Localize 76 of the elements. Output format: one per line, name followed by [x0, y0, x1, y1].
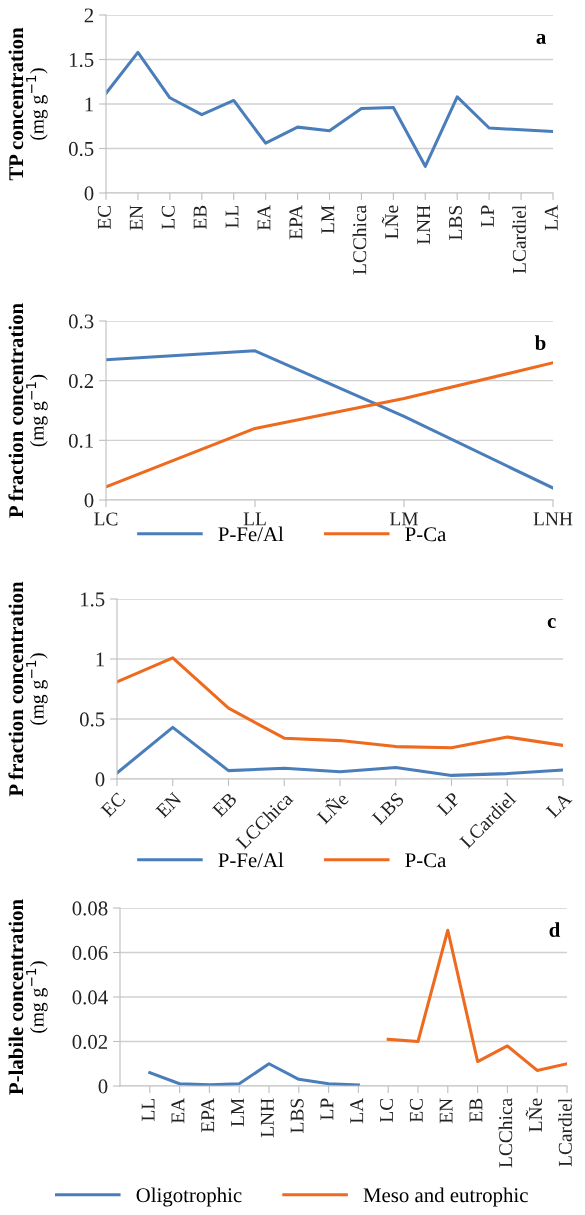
y-tick-label: 0.1: [68, 433, 93, 448]
x-tick-label: LCardiel: [558, 1098, 572, 1167]
x-tick-label: LCardiel: [512, 205, 526, 274]
y-axis-title: P-labile concentration (mg g$^{−1}$): [8, 899, 48, 1095]
y-tick-label: 0.04: [72, 990, 108, 1005]
annotation: c: [547, 618, 556, 629]
x-tick-label: LL: [225, 205, 239, 228]
y-tick-label: 0.2: [68, 374, 94, 389]
y-tick-label: 0.06: [72, 945, 108, 961]
x-tick-label: EA: [257, 204, 271, 231]
x-tick-label: LA: [544, 204, 558, 231]
y-tick-label: 0: [95, 772, 105, 787]
legend-label: Oligotrophic: [136, 1187, 242, 1207]
x-tick-label: LA: [350, 1097, 364, 1124]
y-tick-label: 0.5: [79, 712, 105, 727]
x-tick-label: LBS: [371, 792, 405, 826]
annotation: b: [534, 335, 546, 350]
x-tick-label: LL: [141, 1098, 155, 1121]
x-tick-label: LÑe: [525, 1098, 543, 1132]
x-tick-label: LP: [481, 205, 494, 227]
x-tick-label: LNH: [533, 512, 573, 526]
legend-label: Meso and eutrophic: [363, 1187, 528, 1207]
x-tick-label: EC: [409, 1098, 423, 1123]
y-tick-label: 0.02: [72, 1034, 108, 1050]
x-tick-label: EC: [100, 792, 126, 818]
x-tick-label: LC: [380, 1098, 394, 1123]
y-axis-title: P fraction concentration (mg g$^{−1}$): [8, 303, 48, 518]
y-tick-label: 0: [98, 1079, 108, 1094]
x-tick-label: LA: [545, 791, 573, 819]
x-tick-label: LM: [231, 1098, 244, 1127]
x-tick-label: LÑe: [381, 205, 399, 239]
x-tick-label: LC: [161, 205, 175, 230]
x-tick-label: EN: [439, 1098, 453, 1124]
x-tick-label: LCChica: [498, 1098, 513, 1168]
x-tick-label: LNH: [260, 1098, 274, 1138]
y-tick-label: 1: [85, 97, 93, 112]
y-tick-label: 1.5: [80, 592, 105, 607]
line-series: [106, 50, 553, 168]
x-tick-label: EA: [171, 1097, 185, 1124]
x-tick-label: LP: [436, 791, 461, 816]
annotation: a: [536, 33, 546, 44]
x-tick-label: LP: [320, 1098, 334, 1120]
x-tick-label: EB: [193, 205, 207, 230]
y-tick-label: 0.08: [72, 901, 108, 916]
legend-label: P-Fe/Al: [218, 852, 284, 868]
y-tick-label: 0: [84, 186, 94, 201]
y-axis-title: TP concentration (mg g$^{−1}$): [8, 27, 48, 181]
x-tick-label: EC: [97, 205, 111, 230]
x-tick-label: EPA: [289, 204, 303, 240]
legend-label: P-Fe/Al: [218, 526, 284, 542]
x-tick-label: LBS: [290, 1099, 304, 1133]
y-tick-label: 1.5: [69, 52, 94, 68]
x-tick-label: LCChica: [352, 205, 367, 275]
annotation: d: [549, 922, 561, 937]
x-tick-label: EN: [155, 791, 182, 819]
x-tick-label: LL: [243, 512, 266, 526]
legend-label: P-Ca: [405, 853, 447, 868]
x-tick-label: EN: [129, 205, 143, 231]
y-tick-label: 0: [84, 493, 94, 508]
x-tick-label: LÑe: [314, 789, 350, 825]
y-tick-label: 0.5: [68, 141, 94, 157]
y-tick-label: 2: [84, 8, 94, 23]
x-tick-label: EB: [211, 792, 238, 818]
x-tick-label: LM: [321, 205, 335, 234]
y-axis-title: P fraction concentration (mg g$^{−1}$): [8, 581, 48, 797]
x-tick-label: EB: [469, 1098, 483, 1123]
x-tick-label: EPA: [201, 1097, 215, 1133]
x-tick-label: LBS: [449, 206, 463, 240]
y-tick-label: 0.3: [68, 314, 94, 329]
legend-label: P-Ca: [405, 527, 447, 542]
line-series: [117, 656, 563, 750]
x-tick-label: LM: [389, 512, 419, 526]
y-tick-label: 1: [96, 652, 104, 667]
line-series: [148, 1062, 360, 1086]
x-tick-label: LNH: [417, 205, 430, 245]
x-tick-label: LC: [94, 512, 118, 526]
